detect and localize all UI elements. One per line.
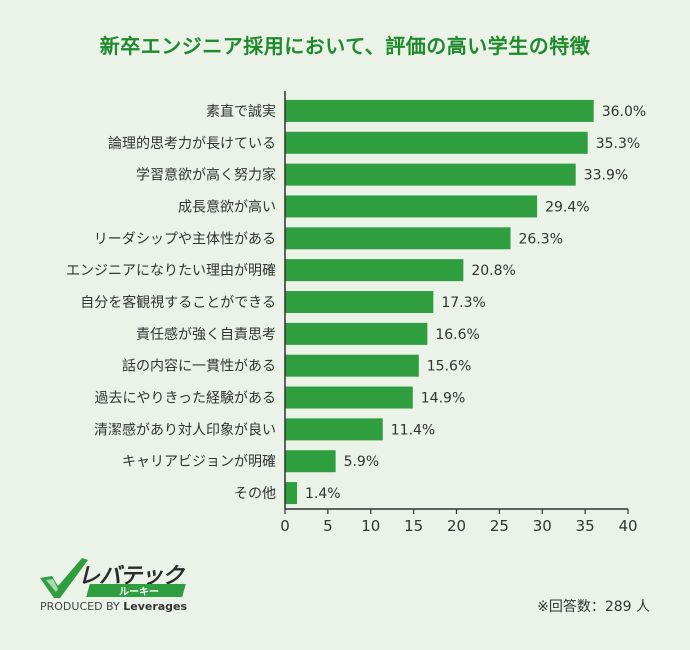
bar-12 — [285, 450, 336, 473]
category-label: 素直で誠実 — [206, 103, 276, 120]
bar-6 — [285, 259, 464, 282]
bar-13 — [285, 482, 298, 505]
produced-by-text: PRODUCED BY — [40, 600, 120, 613]
x-tick-label: 15 — [404, 517, 423, 535]
category-label: リーダシップや主体性がある — [94, 231, 276, 247]
bar-4 — [285, 195, 538, 218]
bar-7 — [285, 291, 434, 313]
x-tick-label: 40 — [618, 517, 637, 535]
x-tick-label: 30 — [533, 517, 552, 535]
category-label: 清潔感があり対人印象が良い — [94, 421, 276, 438]
category-label: 責任感が強く自責思考 — [136, 326, 276, 343]
value-label: 11.4% — [391, 422, 435, 438]
x-tick-label: 25 — [490, 517, 509, 535]
category-label: 自分を客観視することができる — [80, 294, 276, 311]
bar-2 — [285, 131, 588, 154]
value-label: 14.9% — [421, 391, 465, 407]
bar-3 — [285, 163, 576, 186]
category-label: 話の内容に一貫性がある — [122, 358, 276, 375]
x-tick-label: 0 — [280, 517, 290, 535]
logo-produced-by: PRODUCED BY Leverages — [40, 600, 187, 613]
value-label: 17.3% — [441, 295, 485, 311]
x-tick-label: 35 — [576, 517, 595, 535]
value-label: 15.6% — [427, 359, 471, 375]
category-label: 学習意欲が高く努力家 — [136, 167, 276, 184]
category-label: エンジニアになりたい理由が明確 — [66, 263, 276, 279]
logo-sub-name: ルーキー — [119, 587, 159, 598]
value-label: 35.3% — [596, 136, 640, 152]
bar-9 — [285, 354, 419, 377]
x-tick-label: 5 — [323, 517, 333, 535]
value-label: 26.3% — [519, 231, 563, 247]
leverages-rookie-logo: レバテック ルーキー PRODUCED BY Leverages — [38, 556, 198, 616]
value-label: 33.9% — [584, 168, 628, 184]
bars-layer: 素直で誠実 36.0% 論理的思考力が長けている 35.3% 学習意欲が高く努力家 33.… — [66, 99, 646, 505]
bar-5 — [285, 227, 511, 250]
category-label: その他 — [234, 486, 276, 502]
value-label: 29.4% — [545, 199, 589, 215]
value-label: 36.0% — [602, 104, 646, 120]
value-label: 1.4% — [305, 486, 341, 502]
bar-1 — [285, 99, 594, 122]
bar-8 — [285, 322, 428, 345]
category-label: 過去にやりきった経験がある — [95, 391, 276, 407]
company-name: Leverages — [123, 600, 188, 613]
respondent-count-note: ※回答数：289 人 — [537, 599, 650, 615]
x-tick-label: 20 — [447, 517, 466, 535]
value-label: 5.9% — [344, 454, 380, 470]
category-label: 成長意欲が高い — [178, 198, 276, 215]
bar-10 — [285, 386, 413, 409]
checkmark-icon — [40, 558, 88, 598]
bar-11 — [285, 418, 383, 441]
value-label: 16.6% — [435, 327, 479, 343]
value-label: 20.8% — [471, 263, 515, 279]
chart-title: 新卒エンジニア採用において、評価の高い学生の特徴 — [99, 34, 591, 58]
x-tick-label: 10 — [361, 517, 380, 535]
x-ticks-layer: 0 5 10 15 20 25 30 35 40 — [280, 509, 638, 535]
category-label: キャリアビジョンが明確 — [122, 454, 276, 470]
category-label: 論理的思考力が長けている — [108, 136, 276, 152]
